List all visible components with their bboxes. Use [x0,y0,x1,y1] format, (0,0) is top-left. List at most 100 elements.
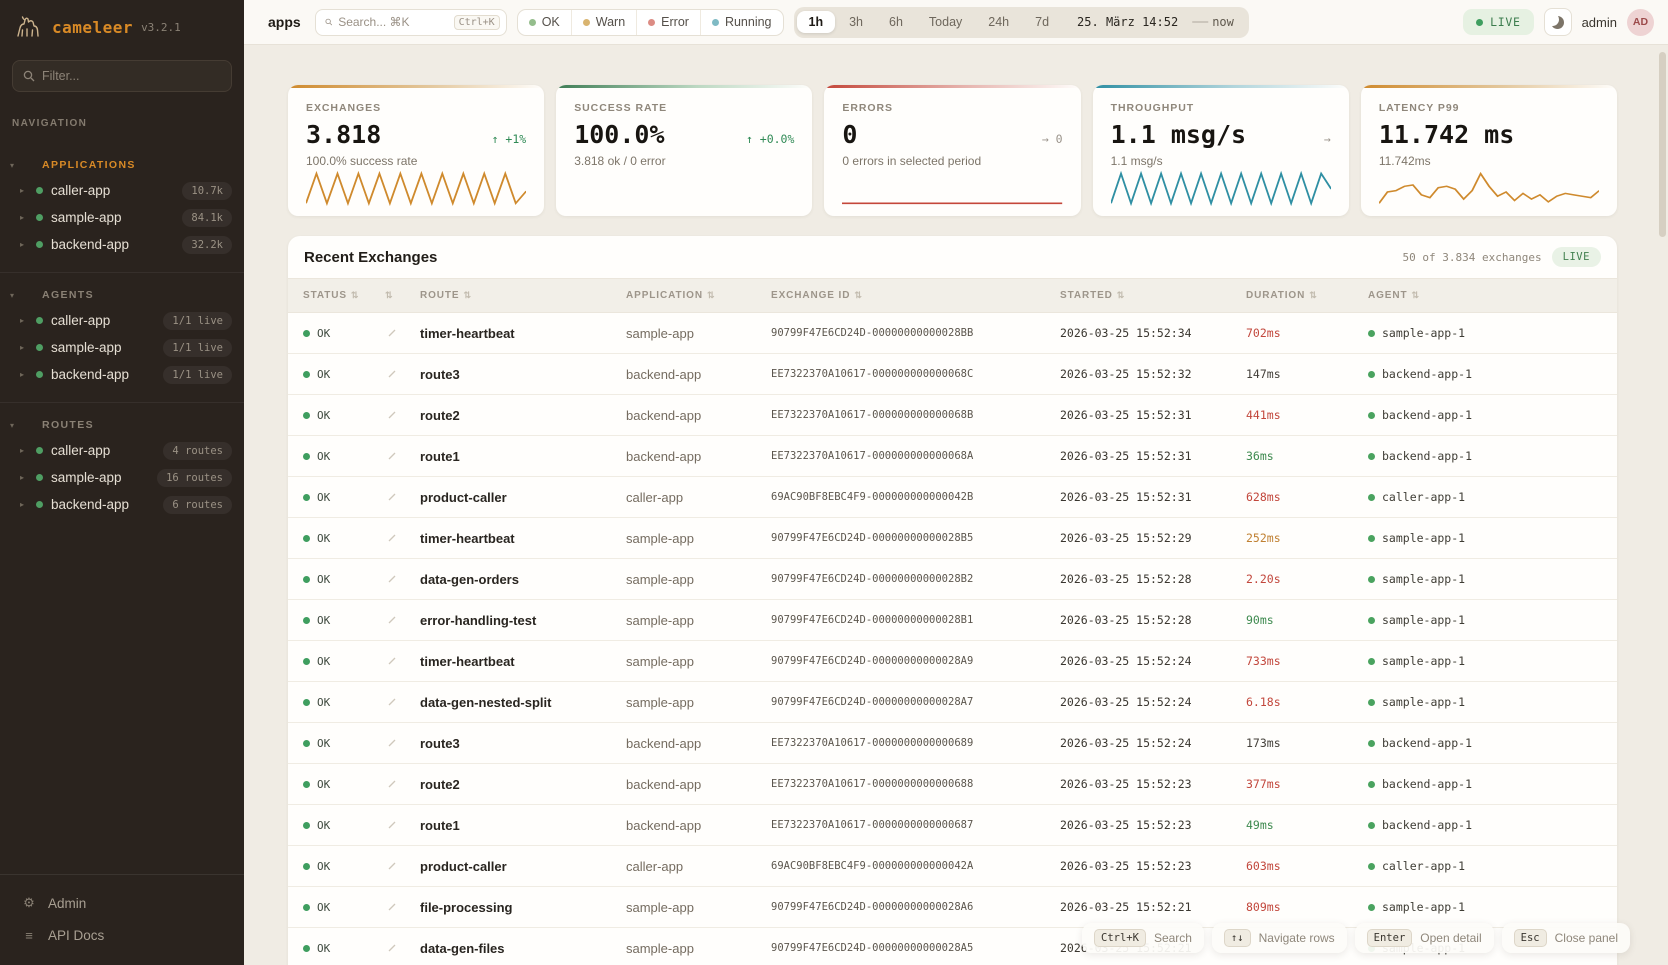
section-header-agents[interactable]: ▾ AGENTS [0,283,244,307]
sidebar-filter[interactable] [12,60,232,92]
open-trace-icon[interactable] [385,695,420,709]
status-filter-button[interactable]: Error [636,9,700,35]
kpi-card[interactable]: EXCHANGES 3.818 ↑ +1% 100.0% success rat… [288,85,545,216]
open-trace-icon[interactable] [385,449,420,463]
table-row[interactable]: OK file-processing sample-app 90799F47E6… [288,887,1617,928]
open-trace-icon[interactable] [385,654,420,668]
table-row[interactable]: OK timer-heartbeat sample-app 90799F47E6… [288,518,1617,559]
table-body: OK timer-heartbeat sample-app 90799F47E6… [288,313,1617,965]
column-header-duration[interactable]: DURATION ⇅ [1246,290,1318,301]
kpi-value: 11.742 ms [1378,120,1515,149]
table-row[interactable]: OK route1 backend-app EE7322370A10617-00… [288,436,1617,477]
section-header-applications[interactable]: ▾ APPLICATIONS [0,153,244,177]
sidebar-item-admin[interactable]: ⚙ Admin [0,887,244,919]
range-start-datetime[interactable]: 25. März 14:52 [1077,15,1179,29]
status-filter-button[interactable]: Running [699,9,783,35]
status-filter-button[interactable]: OK [518,10,571,35]
table-row[interactable]: OK route1 backend-app EE7322370A10617-00… [288,805,1617,846]
table-row[interactable]: OK error-handling-test sample-app 90799F… [288,600,1617,641]
kpi-card[interactable]: ERRORS 0 → 0 0 errors in selected period [824,85,1081,216]
sidebar-item-agent[interactable]: ▸ backend-app 1/1 live [0,361,244,388]
open-trace-icon[interactable] [385,859,420,873]
status-filter-button[interactable]: Warn [570,9,636,35]
sidebar-item-agent[interactable]: ▸ sample-app 1/1 live [0,334,244,361]
column-header-application[interactable]: APPLICATION ⇅ [626,290,716,301]
open-trace-icon[interactable] [385,572,420,586]
shortcut-pill: Ctrl+K Search [1082,923,1204,953]
time-range-button[interactable]: Today [928,15,963,29]
search-input[interactable] [338,15,448,29]
sidebar-item-application[interactable]: ▸ caller-app 10.7k [0,177,244,204]
time-range-button[interactable]: 24h [988,15,1010,29]
open-trace-icon[interactable] [385,818,420,832]
application-cell: caller-app [626,858,684,874]
column-header-route[interactable]: ROUTE ⇅ [420,290,472,301]
open-trace-icon[interactable] [385,408,420,422]
route-cell: timer-heartbeat [420,653,515,669]
kpi-card[interactable]: THROUGHPUT 1.1 msg/s → 1.1 msg/s [1092,85,1349,216]
open-trace-icon[interactable] [385,531,420,545]
column-header-status[interactable]: STATUS ⇅ [303,290,360,301]
main-area: apps Ctrl+K OK [244,0,1668,965]
avatar[interactable]: AD [1627,8,1654,36]
open-trace-icon[interactable] [385,367,420,381]
open-trace-icon[interactable] [385,613,420,627]
agent-status-dot [1368,821,1375,829]
open-trace-icon[interactable] [385,490,420,504]
table-row[interactable]: OK data-gen-nested-split sample-app 9079… [288,682,1617,723]
table-row[interactable]: OK route3 backend-app EE7322370A10617-00… [288,723,1617,764]
theme-toggle-button[interactable] [1543,8,1572,36]
status-cell: OK [288,532,385,545]
sidebar-item-application[interactable]: ▸ sample-app 84.1k [0,204,244,231]
kpi-card[interactable]: SUCCESS RATE 100.0% ↑ +0.0% 3.818 ok / 0… [556,85,813,216]
application-cell: sample-app [626,899,694,915]
sidebar-item-route[interactable]: ▸ caller-app 4 routes [0,437,244,464]
topbar: apps Ctrl+K OK [244,0,1668,45]
sidebar-item-application[interactable]: ▸ backend-app 32.2k [0,231,244,258]
status-cell: OK [288,491,385,504]
time-range-button[interactable]: 3h [849,15,864,29]
column-header-exchange-id[interactable]: EXCHANGE ID ⇅ [771,290,863,301]
status-dot [36,371,43,378]
sidebar-item-api-docs[interactable]: ≡ API Docs [0,919,244,951]
time-range-button[interactable]: 1h [796,11,836,33]
live-badge: 1/1 live [163,365,232,384]
table-row[interactable]: OK timer-heartbeat sample-app 90799F47E6… [288,641,1617,682]
route-cell: file-processing [420,899,513,915]
table-row[interactable]: OK timer-heartbeat sample-app 90799F47E6… [288,313,1617,354]
ok-status-dot [303,944,310,952]
range-end-now[interactable]: now [1212,15,1234,29]
table-row[interactable]: OK route2 backend-app EE7322370A10617-00… [288,395,1617,436]
open-trace-icon[interactable] [385,326,420,340]
shortcut-label: Search [1153,931,1192,945]
time-range-button[interactable]: 6h [889,15,903,29]
open-trace-icon[interactable] [385,900,420,914]
column-header-open[interactable]: ⇅ [385,290,420,301]
column-header-agent[interactable]: AGENT ⇅ [1368,290,1420,301]
table-row[interactable]: OK product-caller caller-app 69AC90BF8EB… [288,477,1617,518]
sidebar-item-route[interactable]: ▸ sample-app 16 routes [0,464,244,491]
open-trace-icon[interactable] [385,777,420,791]
scrollbar-thumb[interactable] [1659,52,1666,237]
column-header-started[interactable]: STARTED ⇅ [1060,290,1126,301]
camel-logo-icon [17,16,39,37]
live-toggle[interactable]: LIVE [1463,9,1534,35]
route-cell: route2 [420,407,460,423]
status-cell: OK [288,409,385,422]
table-row[interactable]: OK data-gen-orders sample-app 90799F47E6… [288,559,1617,600]
filter-input[interactable] [42,69,221,83]
table-row[interactable]: OK route2 backend-app EE7322370A10617-00… [288,764,1617,805]
exchange-id-cell: 90799F47E6CD24D-00000000000028BB [771,327,974,339]
sidebar-footer: ⚙ Admin ≡ API Docs [0,874,244,965]
open-trace-icon[interactable] [385,736,420,750]
started-cell: 2026-03-25 15:52:31 [1060,408,1192,422]
sidebar-item-agent[interactable]: ▸ caller-app 1/1 live [0,307,244,334]
global-search[interactable]: Ctrl+K [314,8,507,36]
kpi-card[interactable]: LATENCY P99 11.742 ms 11.742ms [1360,85,1618,216]
table-row[interactable]: OK product-caller caller-app 69AC90BF8EB… [288,846,1617,887]
open-trace-icon[interactable] [385,941,420,955]
time-range-button[interactable]: 7d [1035,15,1050,29]
section-header-routes[interactable]: ▾ ROUTES [0,413,244,437]
table-row[interactable]: OK route3 backend-app EE7322370A10617-00… [288,354,1617,395]
sidebar-item-route[interactable]: ▸ backend-app 6 routes [0,491,244,518]
